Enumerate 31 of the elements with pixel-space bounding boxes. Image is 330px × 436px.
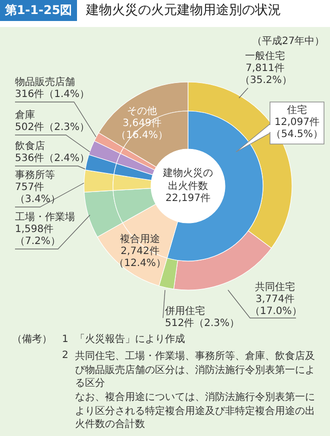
chart-title: 建物火災の火元建物用途別の状況 — [86, 3, 281, 18]
slice-label: 事務所等 — [15, 170, 55, 181]
slice-label: 併用住宅 — [165, 306, 205, 317]
data-label: 3,774件（17.0%） — [250, 294, 302, 317]
slice-label: 複合用途 — [120, 234, 160, 245]
slice-label: 物品販売店舗 — [15, 77, 75, 88]
slice-label: 一般住宅 — [245, 51, 285, 62]
text: 共同住宅、工場・作業場、事務所等、倉庫、飲食店及び物品販売店舗の区分は、消防法施行令別表第一による区分 — [75, 350, 316, 390]
text: （備考） — [12, 334, 52, 346]
slice-label: 工場・作業場 — [15, 212, 75, 223]
text: 1 — [62, 334, 68, 346]
slice-label: 共同住宅 — [255, 282, 295, 293]
slice-label: その他 — [127, 106, 157, 117]
data-label: 12,097件（54.5%） — [271, 117, 323, 140]
slice-label: 住宅 — [287, 105, 307, 116]
text: 建物火災の出火件数 — [162, 167, 214, 193]
text: なお、複合用途については、消防法施行令別表第一により区分される特定複合用途及び非特定複合用途の出火件数の合計数 — [75, 391, 316, 432]
text: 「火災報告」により作成 — [75, 334, 185, 346]
data-label: 502件（2.3%） — [15, 122, 90, 133]
text: 2 — [62, 350, 68, 362]
data-label: 512件（2.3%） — [165, 318, 240, 329]
text: 第1-1-25図 — [0, 3, 77, 18]
slice-label: 倉庫 — [15, 110, 35, 121]
text: 22,197件 — [164, 193, 212, 205]
text: （平成27年中） — [252, 36, 325, 48]
data-label: 2,742件（12.4%） — [114, 246, 166, 269]
slice-label: 飲食店 — [15, 141, 45, 152]
data-label: 316件（1.4%） — [15, 89, 90, 100]
data-label: 536件（2.4%） — [15, 153, 90, 164]
data-label: 7,811件（35.2%） — [240, 63, 292, 86]
data-label: 1,598件（7.2%） — [15, 224, 60, 247]
